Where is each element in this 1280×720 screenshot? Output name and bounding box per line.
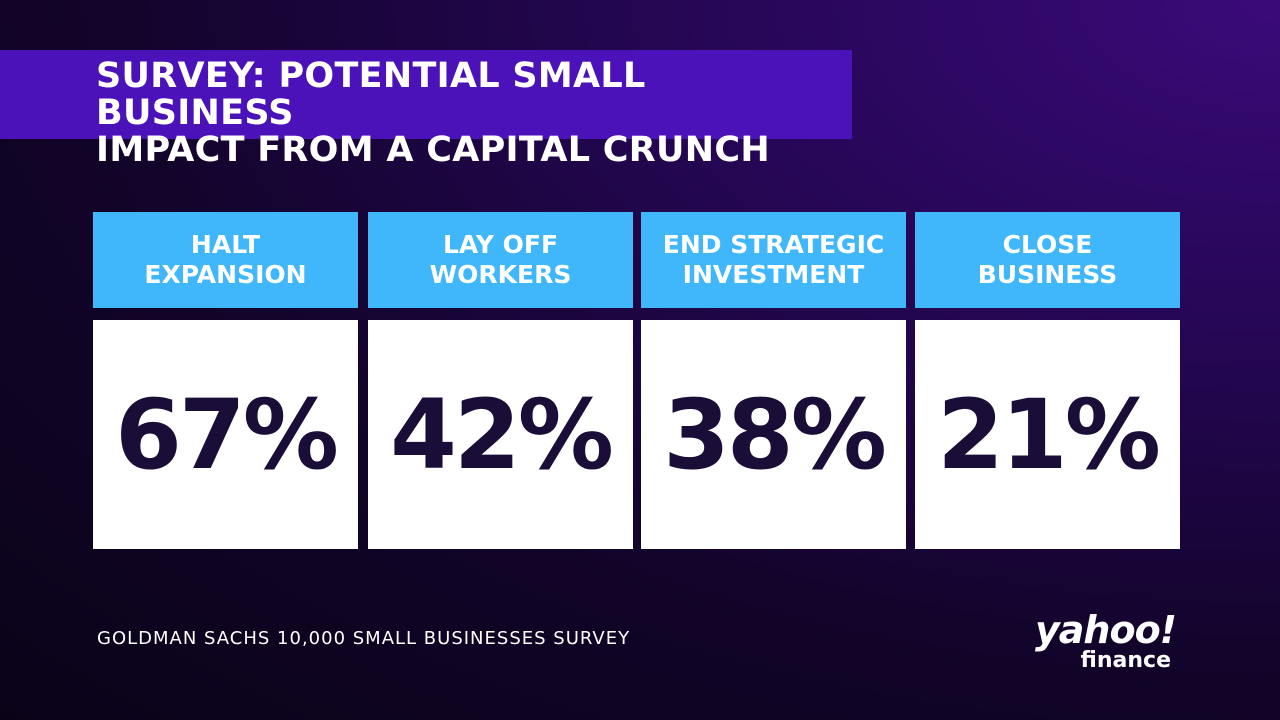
source-caption: GOLDMAN SACHS 10,000 SMALL BUSINESSES SU… [97, 628, 631, 649]
stat-card-header: HALT EXPANSION [93, 212, 358, 308]
title-line-2: IMPACT FROM A CAPITAL CRUNCH [96, 130, 770, 170]
stat-card-value: 42% [368, 320, 633, 549]
stat-card-header: END STRATEGIC INVESTMENT [641, 212, 906, 308]
stat-card-label: CLOSE BUSINESS [978, 230, 1118, 290]
title-banner: SURVEY: POTENTIAL SMALL BUSINESS IMPACT … [0, 50, 852, 169]
stat-card-label-line: EXPANSION [144, 260, 307, 289]
stat-card: CLOSE BUSINESS 21% [915, 212, 1180, 549]
stat-card-label-line: WORKERS [429, 260, 572, 289]
logo-brand: yahoo! [1035, 608, 1177, 652]
stat-card-label: HALT EXPANSION [144, 230, 306, 290]
stat-card-value: 21% [915, 320, 1180, 549]
stat-card-label-line: INVESTMENT [682, 260, 865, 289]
stat-card-label: LAY OFF WORKERS [430, 230, 572, 290]
stat-card-label-line: CLOSE [1002, 230, 1093, 259]
stat-card-label-line: BUSINESS [977, 260, 1118, 289]
stat-card-header: CLOSE BUSINESS [915, 212, 1180, 308]
stat-card: END STRATEGIC INVESTMENT 38% [641, 212, 906, 549]
stat-card-value: 38% [641, 320, 906, 549]
title-line-1: SURVEY: POTENTIAL SMALL BUSINESS [96, 56, 646, 133]
stat-card-label: END STRATEGIC INVESTMENT [663, 230, 884, 290]
yahoo-finance-logo: yahoo! finance [1035, 608, 1177, 673]
stat-card-label-line: LAY OFF [442, 230, 559, 259]
stat-card-header: LAY OFF WORKERS [368, 212, 633, 308]
stat-card-label-line: HALT [190, 230, 261, 259]
stat-card-label-line: END STRATEGIC [662, 230, 885, 259]
stat-card: HALT EXPANSION 67% [93, 212, 358, 549]
stat-card-value: 67% [93, 320, 358, 549]
stat-card: LAY OFF WORKERS 42% [368, 212, 633, 549]
logo-sub: finance [1080, 648, 1171, 673]
